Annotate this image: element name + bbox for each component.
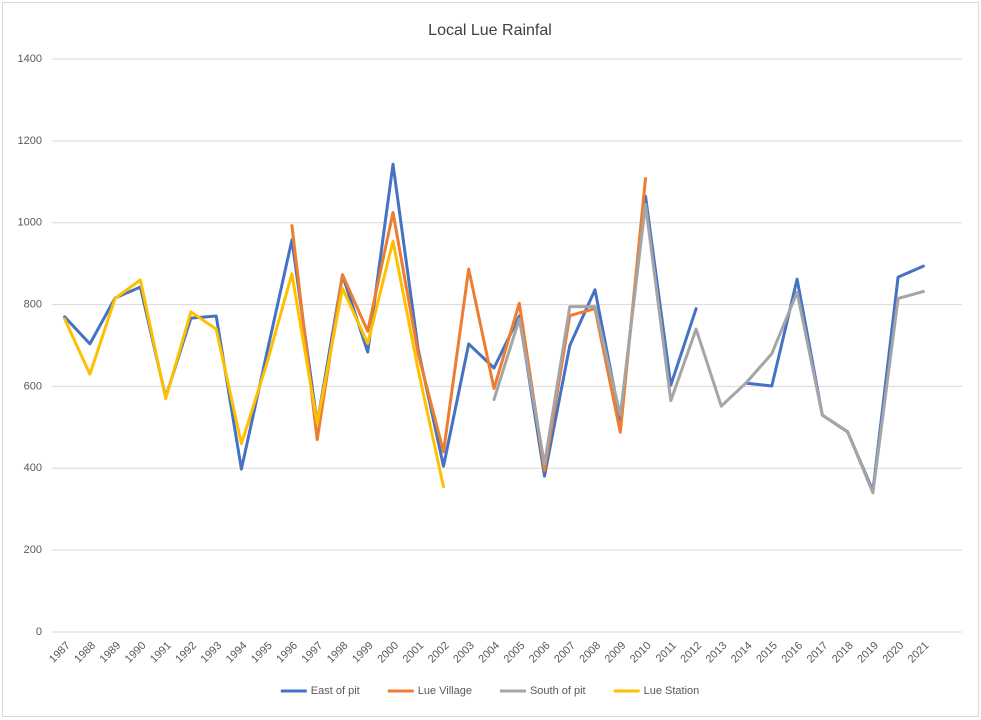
legend-label: South of pit: [530, 685, 586, 697]
y-tick-label: 800: [24, 298, 42, 310]
legend-label: East of pit: [311, 685, 360, 697]
y-tick-label: 400: [24, 462, 42, 474]
y-tick-label: 1400: [18, 53, 42, 65]
y-tick-label: 0: [36, 626, 42, 638]
y-tick-label: 200: [24, 544, 42, 556]
y-tick-label: 600: [24, 380, 42, 392]
legend: East of pit Lue Village South of pit Lue St…: [280, 685, 700, 697]
legend-label: Lue Station: [644, 685, 700, 697]
y-tick-label: 1200: [18, 135, 42, 147]
series-line: [63, 239, 445, 489]
series-line: [492, 202, 925, 495]
series-line: [290, 177, 647, 472]
chart-title: Local Lue Rainfal: [428, 22, 552, 39]
y-tick-label: 1000: [18, 217, 42, 229]
legend-label: Lue Village: [418, 685, 472, 697]
